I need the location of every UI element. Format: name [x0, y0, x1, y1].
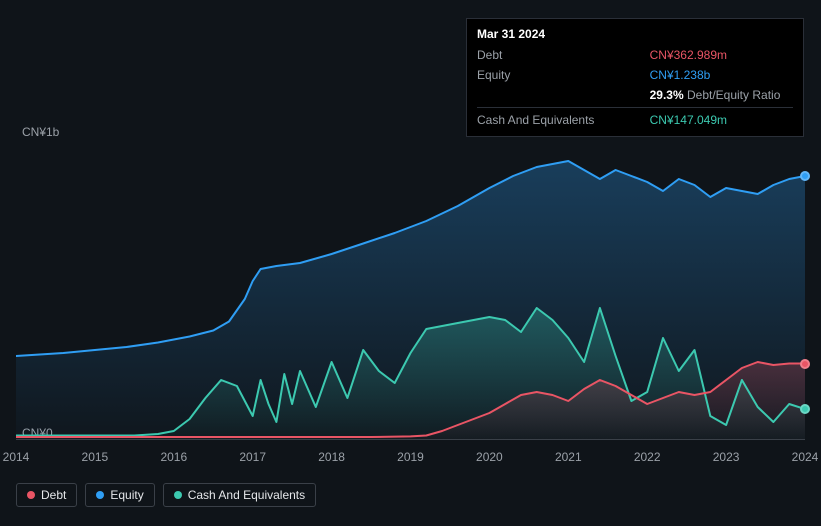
- tooltip-date: Mar 31 2024: [477, 25, 793, 43]
- tooltip-row-value: 29.3% Debt/Equity Ratio: [650, 85, 793, 108]
- tooltip-row-label: [477, 85, 650, 108]
- cash-end-marker: [800, 404, 810, 414]
- legend-item-equity[interactable]: Equity: [85, 483, 154, 507]
- tooltip-row-value: CN¥147.049m: [650, 108, 793, 131]
- legend-item-debt[interactable]: Debt: [16, 483, 77, 507]
- x-axis-label: 2022: [634, 450, 661, 464]
- legend-item-cash-and-equivalents[interactable]: Cash And Equivalents: [163, 483, 316, 507]
- debt-end-marker: [800, 359, 810, 369]
- x-axis-label: 2014: [3, 450, 30, 464]
- x-axis-label: 2024: [792, 450, 819, 464]
- chart-tooltip: Mar 31 2024 DebtCN¥362.989mEquityCN¥1.23…: [466, 18, 804, 137]
- tooltip-row-value: CN¥1.238b: [650, 65, 793, 85]
- x-axis-label: 2019: [397, 450, 424, 464]
- x-axis-label: 2016: [160, 450, 187, 464]
- legend-label: Cash And Equivalents: [188, 488, 305, 502]
- financial-chart: [16, 140, 805, 440]
- x-axis-label: 2023: [713, 450, 740, 464]
- tooltip-row-value: CN¥362.989m: [650, 45, 793, 65]
- x-axis-label: 2021: [555, 450, 582, 464]
- tooltip-row-label: Equity: [477, 65, 650, 85]
- legend-dot: [174, 491, 182, 499]
- legend-dot: [27, 491, 35, 499]
- x-axis-label: 2017: [239, 450, 266, 464]
- tooltip-table: DebtCN¥362.989mEquityCN¥1.238b29.3% Debt…: [477, 45, 793, 130]
- x-axis-label: 2020: [476, 450, 503, 464]
- chart-legend: Debt Equity Cash And Equivalents: [16, 483, 316, 507]
- legend-label: Equity: [110, 488, 143, 502]
- x-axis-label: 2015: [82, 450, 109, 464]
- tooltip-row-label: Cash And Equivalents: [477, 108, 650, 131]
- equity-end-marker: [800, 171, 810, 181]
- y-axis-label: CN¥1b: [22, 125, 59, 139]
- legend-dot: [96, 491, 104, 499]
- x-axis-label: 2018: [318, 450, 345, 464]
- tooltip-row-label: Debt: [477, 45, 650, 65]
- legend-label: Debt: [41, 488, 66, 502]
